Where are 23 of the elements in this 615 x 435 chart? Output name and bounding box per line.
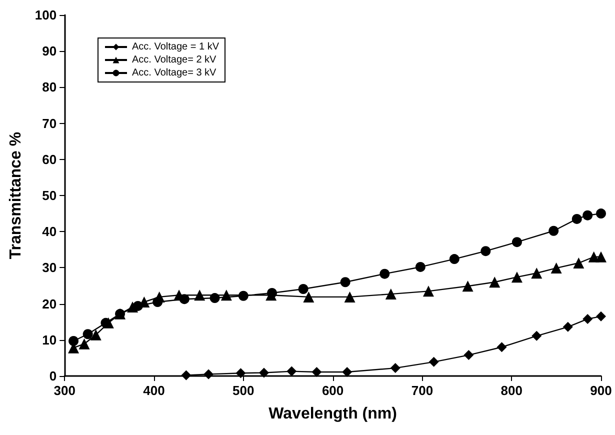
y-tick-label: 40: [42, 224, 57, 240]
legend-label: Acc. Voltage= 3 kV: [132, 68, 217, 78]
y-tick-label: 50: [42, 188, 57, 203]
y-tick-label: 60: [42, 152, 57, 167]
x-tick-label: 800: [500, 383, 522, 398]
y-axis-title: Transmittance %: [8, 132, 24, 260]
y-tick-label: 80: [42, 80, 57, 95]
y-tick-label: 10: [42, 332, 57, 348]
y-tick-label: 0: [49, 368, 57, 384]
x-tick-label: 900: [590, 383, 612, 398]
y-tick-label: 20: [42, 296, 57, 312]
x-axis-title: Wavelength (nm): [268, 406, 397, 422]
y-tick-label: 100: [34, 8, 57, 22]
y-tick-label: 90: [42, 44, 57, 59]
y-tick-label: 30: [42, 260, 57, 276]
x-tick-label: 500: [232, 383, 254, 398]
legend-label: Acc. Voltage= 2 kV: [132, 54, 217, 66]
x-tick-label: 400: [143, 383, 165, 398]
x-tick-label: 300: [54, 383, 76, 398]
legend-label: Acc. Voltage = 1 kV: [132, 42, 220, 52]
x-tick-label: 700: [411, 383, 434, 398]
y-tick-label: 70: [42, 116, 57, 131]
x-tick-label: 600: [322, 383, 344, 398]
